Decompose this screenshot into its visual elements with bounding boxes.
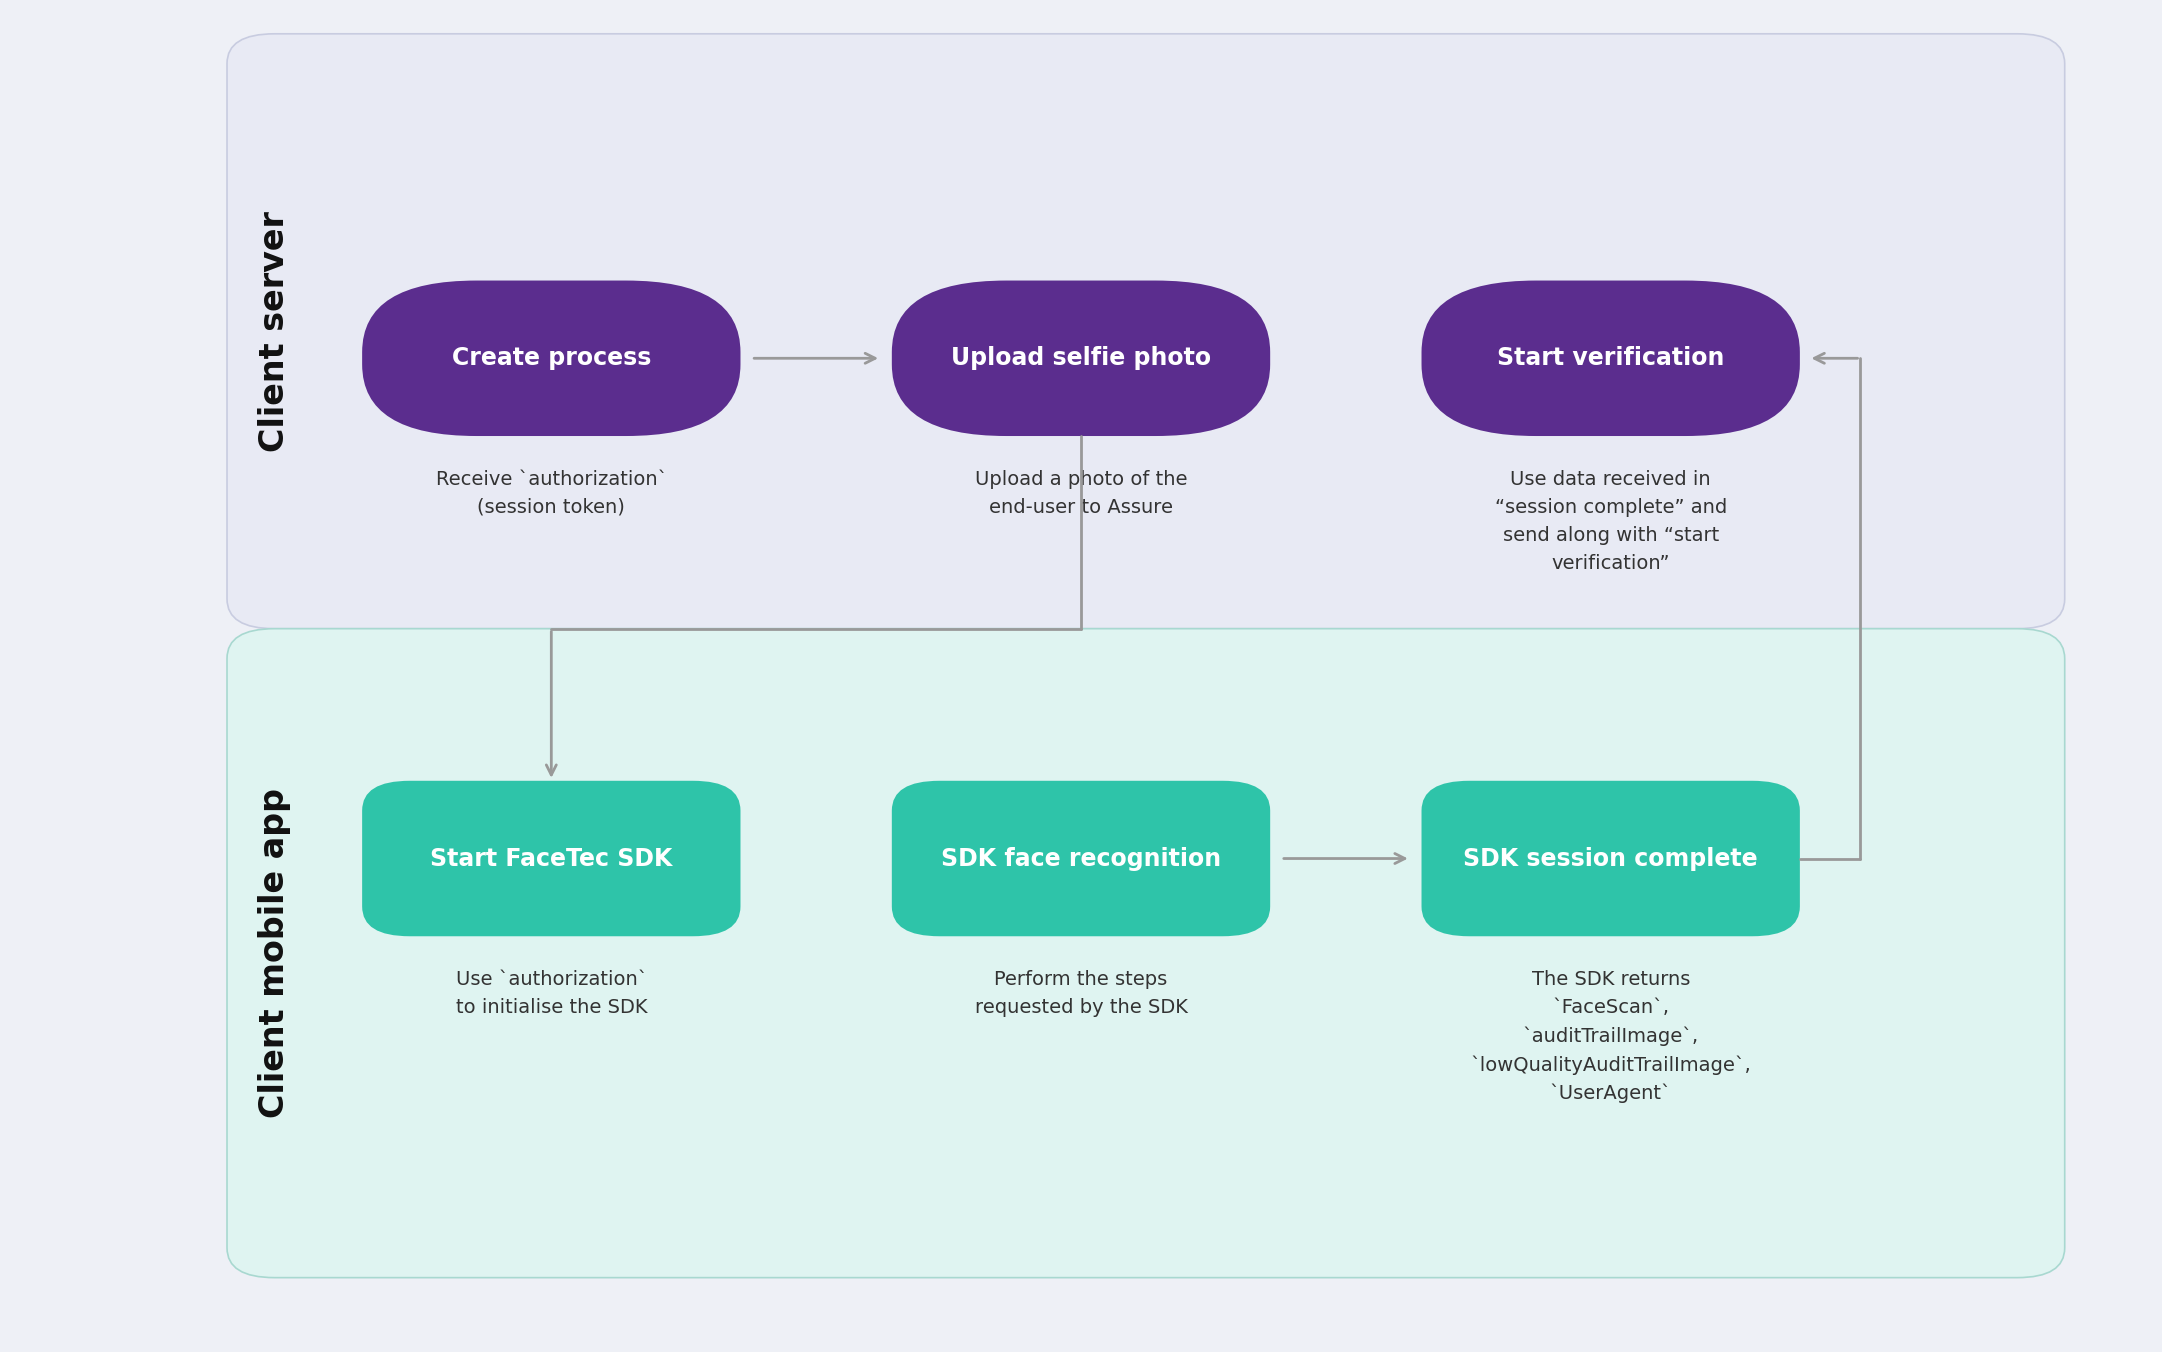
Text: Client server: Client server: [257, 211, 292, 452]
Text: Perform the steps
requested by the SDK: Perform the steps requested by the SDK: [975, 971, 1187, 1017]
FancyBboxPatch shape: [891, 781, 1269, 936]
FancyBboxPatch shape: [1423, 781, 1799, 936]
Text: Receive `authorization`
(session token): Receive `authorization` (session token): [435, 470, 668, 516]
FancyBboxPatch shape: [363, 281, 739, 435]
FancyBboxPatch shape: [227, 629, 2065, 1278]
Text: Use `authorization`
to initialise the SDK: Use `authorization` to initialise the SD…: [456, 971, 646, 1017]
FancyBboxPatch shape: [891, 281, 1269, 435]
FancyBboxPatch shape: [1423, 281, 1799, 435]
FancyBboxPatch shape: [227, 34, 2065, 629]
Text: Create process: Create process: [452, 346, 651, 370]
Text: Upload a photo of the
end-user to Assure: Upload a photo of the end-user to Assure: [975, 470, 1187, 516]
Text: Use data received in
“session complete” and
send along with “start
verification”: Use data received in “session complete” …: [1494, 470, 1727, 573]
Text: SDK face recognition: SDK face recognition: [940, 846, 1222, 871]
Text: Start FaceTec SDK: Start FaceTec SDK: [430, 846, 672, 871]
Text: The SDK returns
`FaceScan`,
`auditTrailImage`,
`lowQualityAuditTrailImage`,
`Use: The SDK returns `FaceScan`, `auditTrailI…: [1470, 971, 1751, 1103]
Text: Start verification: Start verification: [1496, 346, 1725, 370]
Text: Client mobile app: Client mobile app: [257, 788, 292, 1118]
Text: Upload selfie photo: Upload selfie photo: [951, 346, 1211, 370]
Text: SDK session complete: SDK session complete: [1464, 846, 1758, 871]
FancyBboxPatch shape: [363, 781, 739, 936]
